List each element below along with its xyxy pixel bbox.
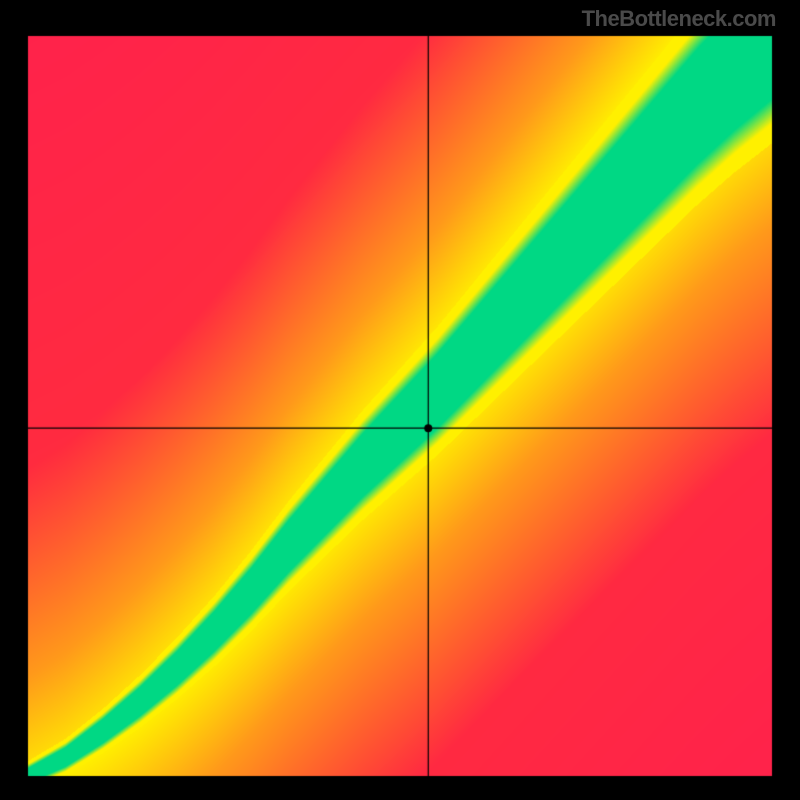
bottleneck-heatmap <box>0 0 800 800</box>
watermark-text: TheBottleneck.com <box>582 6 776 32</box>
chart-container: TheBottleneck.com <box>0 0 800 800</box>
